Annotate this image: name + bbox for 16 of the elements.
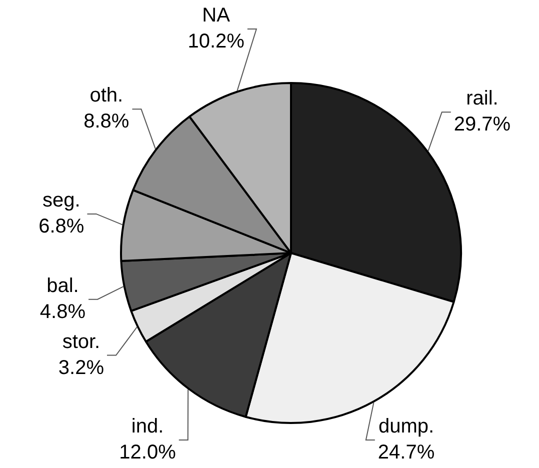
slice-label: oth.: [90, 84, 124, 107]
data-label: 10.2%: [188, 30, 245, 52]
slice-label: seg.: [42, 189, 80, 212]
data-label: 24.7%: [378, 442, 435, 464]
slice-label: rail.: [466, 88, 498, 110]
slice-label: dump.: [378, 416, 434, 438]
data-label: 3.2%: [58, 356, 104, 379]
slice-label: NA: [202, 4, 231, 26]
slice-label: stor.: [62, 330, 100, 353]
data-label: 8.8%: [84, 110, 130, 133]
slice-label: bal.: [46, 274, 79, 297]
data-label: 12.0%: [119, 442, 176, 464]
data-label: 29.7%: [454, 114, 511, 136]
slice-label: ind.: [131, 416, 164, 438]
data-label: 4.8%: [40, 300, 86, 323]
data-label: 6.8%: [38, 215, 84, 238]
